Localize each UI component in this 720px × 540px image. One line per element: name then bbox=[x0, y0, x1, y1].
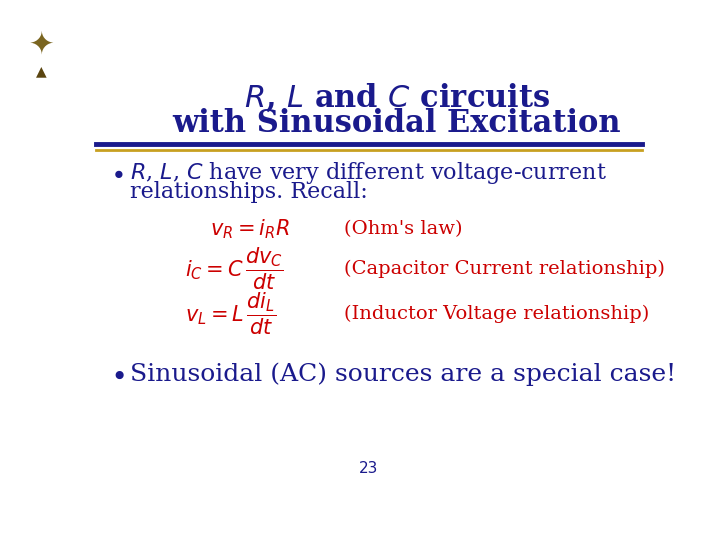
Text: (Capacitor Current relationship): (Capacitor Current relationship) bbox=[344, 260, 665, 279]
Text: $\mathit{R}$, $\mathit{L}$, $\mathit{C}$ have very different voltage-current: $\mathit{R}$, $\mathit{L}$, $\mathit{C}$… bbox=[130, 160, 607, 186]
Text: 23: 23 bbox=[359, 462, 379, 476]
Text: $\bullet$: $\bullet$ bbox=[109, 161, 123, 185]
Text: ▲: ▲ bbox=[36, 64, 47, 78]
Text: (Ohm's law): (Ohm's law) bbox=[344, 220, 462, 238]
Text: ✦: ✦ bbox=[29, 31, 54, 59]
Text: $i_C = C\,\dfrac{dv_C}{dt}$: $i_C = C\,\dfrac{dv_C}{dt}$ bbox=[185, 246, 284, 293]
Text: $\mathit{R}$, $\mathit{L}$ and $\mathit{C}$ circuits: $\mathit{R}$, $\mathit{L}$ and $\mathit{… bbox=[244, 82, 550, 114]
Text: (Inductor Voltage relationship): (Inductor Voltage relationship) bbox=[344, 305, 649, 323]
Text: Sinusoidal (AC) sources are a special case!: Sinusoidal (AC) sources are a special ca… bbox=[130, 363, 676, 386]
Text: $v_L = L\,\dfrac{di_L}{dt}$: $v_L = L\,\dfrac{di_L}{dt}$ bbox=[185, 291, 276, 338]
Text: with Sinusoidal Excitation: with Sinusoidal Excitation bbox=[173, 109, 621, 139]
Text: $v_R = i_R R$: $v_R = i_R R$ bbox=[210, 217, 289, 241]
Text: relationships. Recall:: relationships. Recall: bbox=[130, 181, 368, 204]
Text: $\bullet$: $\bullet$ bbox=[109, 361, 125, 389]
